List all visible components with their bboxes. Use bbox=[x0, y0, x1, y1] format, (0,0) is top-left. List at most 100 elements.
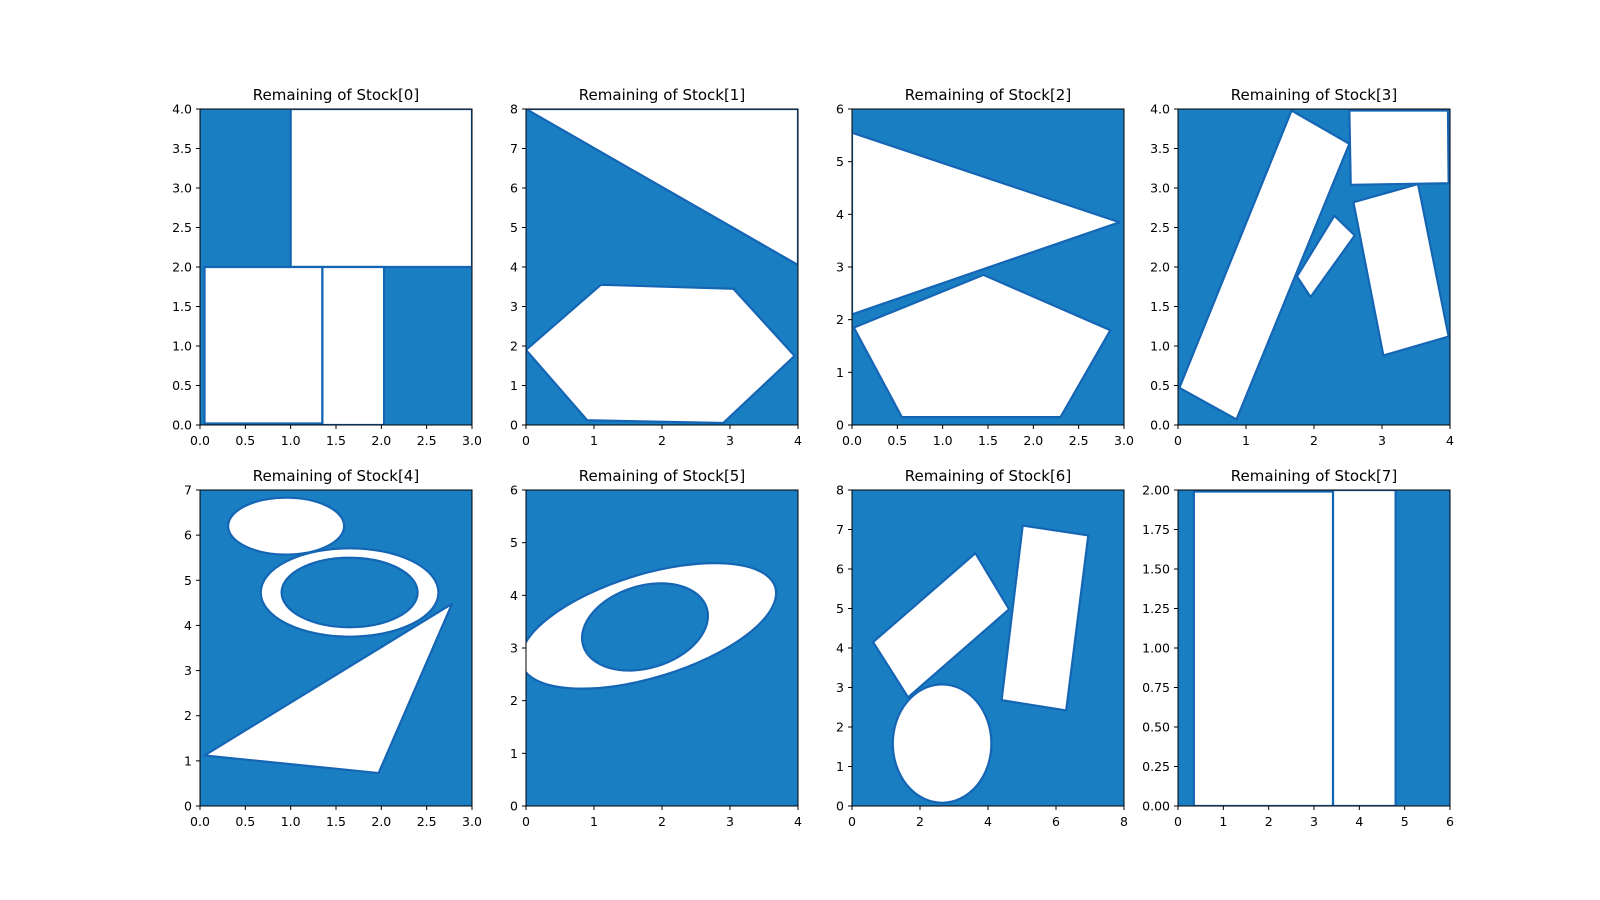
y-tick-label-6-4: 4 bbox=[836, 641, 844, 656]
y-tick-label-7-4: 1.00 bbox=[1142, 641, 1170, 656]
x-tick-label-7-4: 4 bbox=[1355, 814, 1363, 829]
cut-piece-4-1-hole bbox=[280, 556, 419, 629]
cut-piece-6-2 bbox=[891, 683, 993, 804]
y-tick-label-2-0: 0 bbox=[836, 418, 844, 433]
x-tick-label-3-4: 4 bbox=[1446, 433, 1454, 448]
y-tick-label-3-2: 1.0 bbox=[1150, 339, 1170, 354]
x-tick-label-6-4: 8 bbox=[1120, 814, 1128, 829]
x-tick-label-5-0: 0 bbox=[522, 814, 530, 829]
x-tick-label-6-3: 6 bbox=[1052, 814, 1060, 829]
stock-panel-7: Remaining of Stock[7] 0 1 2 3 4 5 6 0.00 0.25 0.50… bbox=[1142, 467, 1454, 829]
x-tick-label-5-1: 1 bbox=[590, 814, 598, 829]
x-tick-label-7-0: 0 bbox=[1174, 814, 1182, 829]
y-tick-label-7-6: 1.50 bbox=[1142, 562, 1170, 577]
stock-panel-0: Remaining of Stock[0] 0.0 0.5 1.0 1.5 2.0 2.5 3… bbox=[172, 86, 482, 448]
cut-piece-7-1 bbox=[1331, 490, 1397, 806]
y-tick-label-1-4: 4 bbox=[510, 260, 518, 275]
y-tick-label-0-2: 1.0 bbox=[172, 339, 192, 354]
y-tick-label-7-1: 0.25 bbox=[1142, 759, 1170, 774]
y-tick-label-4-3: 3 bbox=[184, 663, 192, 678]
x-tick-label-1-1: 1 bbox=[590, 433, 598, 448]
y-tick-label-4-5: 5 bbox=[184, 573, 192, 588]
y-tick-label-3-3: 1.5 bbox=[1150, 299, 1170, 314]
y-tick-label-2-1: 1 bbox=[836, 365, 844, 380]
y-tick-label-1-7: 7 bbox=[510, 141, 518, 156]
x-tick-label-2-1: 0.5 bbox=[887, 433, 907, 448]
y-tick-label-6-6: 6 bbox=[836, 562, 844, 577]
cut-piece-6-1 bbox=[1000, 524, 1090, 712]
y-tick-label-3-0: 0.0 bbox=[1150, 418, 1170, 433]
panel-title-0: Remaining of Stock[0] bbox=[253, 86, 419, 104]
stock-panel-2: Remaining of Stock[2] 0.0 0.5 1.0 1.5 2.0 2.5 3… bbox=[836, 86, 1134, 448]
x-tick-label-2-2: 1.0 bbox=[933, 433, 953, 448]
y-tick-label-0-6: 3.0 bbox=[172, 181, 192, 196]
y-tick-label-2-4: 4 bbox=[836, 207, 844, 222]
y-tick-label-6-2: 2 bbox=[836, 720, 844, 735]
cut-piece-2-0 bbox=[852, 131, 1121, 316]
y-tick-label-4-6: 6 bbox=[184, 528, 192, 543]
cut-piece-5-0-hole bbox=[580, 582, 710, 672]
x-tick-label-3-2: 2 bbox=[1310, 433, 1318, 448]
y-tick-label-3-7: 3.5 bbox=[1150, 141, 1170, 156]
y-tick-label-6-1: 1 bbox=[836, 759, 844, 774]
x-tick-label-2-4: 2.0 bbox=[1023, 433, 1043, 448]
y-tick-label-6-5: 5 bbox=[836, 601, 844, 616]
y-tick-label-1-1: 1 bbox=[510, 378, 518, 393]
x-tick-label-4-0: 0.0 bbox=[190, 814, 210, 829]
stock-panel-5: Remaining of Stock[5] 0 1 2 3 4 0 1 2 3 4 5 6 bbox=[510, 467, 802, 829]
y-tick-label-0-8: 4.0 bbox=[172, 102, 192, 117]
cut-piece-4-2 bbox=[203, 602, 454, 775]
y-tick-label-1-3: 3 bbox=[510, 299, 518, 314]
y-tick-label-2-2: 2 bbox=[836, 312, 844, 327]
y-tick-label-3-6: 3.0 bbox=[1150, 181, 1170, 196]
x-tick-label-7-6: 6 bbox=[1446, 814, 1454, 829]
x-tick-label-5-3: 3 bbox=[726, 814, 734, 829]
x-tick-label-2-6: 3.0 bbox=[1114, 433, 1134, 448]
x-tick-label-7-3: 3 bbox=[1310, 814, 1318, 829]
x-tick-label-1-4: 4 bbox=[794, 433, 802, 448]
panel-title-3: Remaining of Stock[3] bbox=[1231, 86, 1397, 104]
y-tick-label-1-6: 6 bbox=[510, 181, 518, 196]
y-tick-label-1-5: 5 bbox=[510, 220, 518, 235]
x-tick-label-5-4: 4 bbox=[794, 814, 802, 829]
panel-title-1: Remaining of Stock[1] bbox=[579, 86, 745, 104]
y-tick-label-4-7: 7 bbox=[184, 483, 192, 498]
x-tick-label-6-1: 2 bbox=[916, 814, 924, 829]
y-tick-label-1-2: 2 bbox=[510, 339, 518, 354]
cut-piece-3-2 bbox=[1352, 182, 1450, 357]
x-tick-label-3-1: 1 bbox=[1242, 433, 1250, 448]
y-tick-label-7-5: 1.25 bbox=[1142, 601, 1170, 616]
x-tick-label-4-6: 3.0 bbox=[462, 814, 482, 829]
y-tick-label-3-1: 0.5 bbox=[1150, 378, 1170, 393]
panel-title-4: Remaining of Stock[4] bbox=[253, 467, 419, 485]
cut-piece-0-0 bbox=[289, 109, 472, 269]
y-tick-label-0-1: 0.5 bbox=[172, 378, 192, 393]
x-tick-label-4-2: 1.0 bbox=[281, 814, 301, 829]
x-tick-label-0-6: 3.0 bbox=[462, 433, 482, 448]
y-tick-label-5-1: 1 bbox=[510, 746, 518, 761]
y-tick-label-3-8: 4.0 bbox=[1150, 102, 1170, 117]
y-tick-label-0-3: 1.5 bbox=[172, 299, 192, 314]
y-tick-label-0-4: 2.0 bbox=[172, 260, 192, 275]
x-tick-label-4-1: 0.5 bbox=[235, 814, 255, 829]
y-tick-label-6-0: 0 bbox=[836, 799, 844, 814]
y-tick-label-4-1: 1 bbox=[184, 753, 192, 768]
x-tick-label-7-2: 2 bbox=[1265, 814, 1273, 829]
y-tick-label-5-4: 4 bbox=[510, 588, 518, 603]
y-tick-label-0-5: 2.5 bbox=[172, 220, 192, 235]
cut-piece-0-2 bbox=[321, 265, 386, 425]
x-tick-label-0-5: 2.5 bbox=[417, 433, 437, 448]
y-tick-label-1-8: 8 bbox=[510, 102, 518, 117]
x-tick-label-1-2: 2 bbox=[658, 433, 666, 448]
y-tick-label-7-7: 1.75 bbox=[1142, 522, 1170, 537]
y-tick-label-5-5: 5 bbox=[510, 535, 518, 550]
y-tick-label-7-8: 2.00 bbox=[1142, 483, 1170, 498]
x-tick-label-2-3: 1.5 bbox=[978, 433, 998, 448]
y-tick-label-4-4: 4 bbox=[184, 618, 192, 633]
y-tick-label-1-0: 0 bbox=[510, 418, 518, 433]
panel-title-7: Remaining of Stock[7] bbox=[1231, 467, 1397, 485]
x-tick-label-6-0: 0 bbox=[848, 814, 856, 829]
y-tick-label-5-6: 6 bbox=[510, 483, 518, 498]
y-tick-label-0-7: 3.5 bbox=[172, 141, 192, 156]
y-tick-label-5-3: 3 bbox=[510, 641, 518, 656]
